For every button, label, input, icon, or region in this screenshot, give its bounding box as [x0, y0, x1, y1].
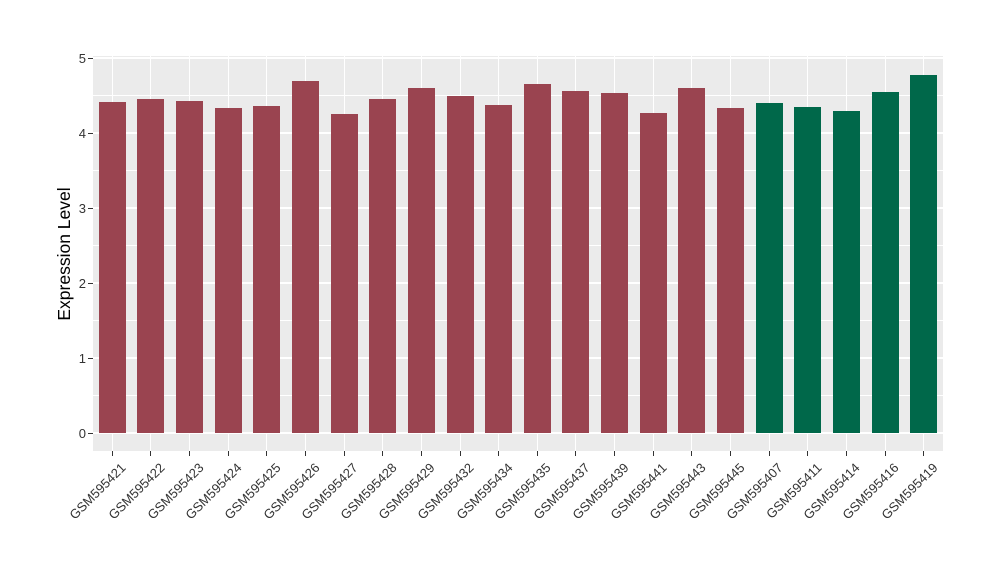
x-tick-mark-GSM595416	[884, 451, 886, 456]
x-tick-mark-GSM595414	[845, 451, 847, 456]
x-tick-mark-GSM595432	[459, 451, 461, 456]
gridline-minor-y-4.5	[93, 95, 943, 96]
bar-GSM595421	[98, 102, 126, 433]
gridline-major-y-4	[93, 132, 943, 134]
x-tick-mark-GSM595421	[111, 451, 113, 456]
x-tick-mark-GSM595426	[305, 451, 306, 456]
y-tick-label-3: 3	[78, 201, 86, 216]
bar-GSM595432	[446, 96, 474, 433]
x-tick-mark-GSM595425	[266, 451, 268, 456]
gridline-minor-y-1.5	[93, 320, 943, 321]
x-tick-mark-GSM595422	[150, 451, 152, 456]
bar-GSM595445	[717, 107, 744, 433]
y-tick-label-4: 4	[78, 126, 86, 141]
y-tick-label-0: 0	[78, 426, 86, 441]
y-tick-label-5: 5	[78, 51, 86, 66]
bar-GSM595426	[292, 81, 319, 433]
x-tick-mark-GSM595441	[652, 451, 654, 456]
gridline-major-y-2	[93, 282, 943, 284]
gridline-major-y-1	[93, 357, 943, 359]
gridline-minor-y-0.5	[93, 395, 943, 396]
x-tick-mark-GSM595435	[536, 451, 538, 456]
bar-GSM595429	[407, 88, 435, 433]
bar-GSM595437	[562, 91, 590, 433]
bar-GSM595422	[137, 98, 165, 433]
x-tick-mark-GSM595419	[923, 451, 925, 456]
bar-GSM595435	[523, 84, 551, 433]
gridline-major-y-0	[93, 432, 943, 434]
x-tick-mark-GSM595427	[343, 451, 345, 456]
bar-GSM595416	[871, 91, 899, 433]
bar-GSM595434	[485, 104, 513, 433]
x-tick-mark-GSM595437	[575, 451, 577, 456]
bar-GSM595441	[639, 112, 667, 433]
gridline-major-y-3	[93, 207, 943, 209]
gridline-major-y-5	[93, 57, 943, 59]
bar-GSM595414	[832, 111, 860, 433]
y-tick-label-2: 2	[78, 276, 86, 291]
bar-GSM595428	[369, 98, 397, 433]
bar-GSM595424	[214, 108, 242, 433]
bar-GSM595443	[678, 88, 706, 433]
bar-GSM595425	[253, 106, 281, 433]
y-tick-mark-2	[88, 283, 93, 284]
bar-GSM595411	[794, 106, 822, 433]
bar-GSM595439	[601, 92, 629, 433]
bar-GSM595427	[330, 113, 358, 433]
x-tick-mark-GSM595407	[768, 451, 770, 456]
y-tick-mark-1	[88, 358, 93, 359]
y-tick-mark-5	[88, 58, 93, 59]
x-tick-mark-GSM595411	[807, 451, 809, 456]
plot-panel	[93, 56, 943, 451]
x-tick-mark-GSM595439	[614, 451, 616, 456]
bar-GSM595423	[176, 100, 204, 433]
bar-GSM595407	[755, 103, 783, 433]
gridline-minor-y-2.5	[93, 245, 943, 246]
y-tick-mark-4	[88, 133, 93, 134]
bar-GSM595419	[910, 74, 938, 433]
gridline-minor-y-3.5	[93, 170, 943, 171]
x-tick-mark-GSM595443	[691, 451, 693, 456]
y-axis-title: Expression Level	[54, 187, 74, 321]
x-tick-mark-GSM595445	[730, 451, 731, 456]
x-tick-mark-GSM595424	[227, 451, 229, 456]
x-tick-mark-GSM595429	[420, 451, 422, 456]
x-tick-mark-GSM595428	[382, 451, 384, 456]
y-tick-mark-0	[88, 433, 93, 434]
x-tick-mark-GSM595423	[189, 451, 191, 456]
y-tick-label-1: 1	[78, 351, 86, 366]
y-tick-mark-3	[88, 208, 93, 209]
x-tick-mark-GSM595434	[498, 451, 500, 456]
